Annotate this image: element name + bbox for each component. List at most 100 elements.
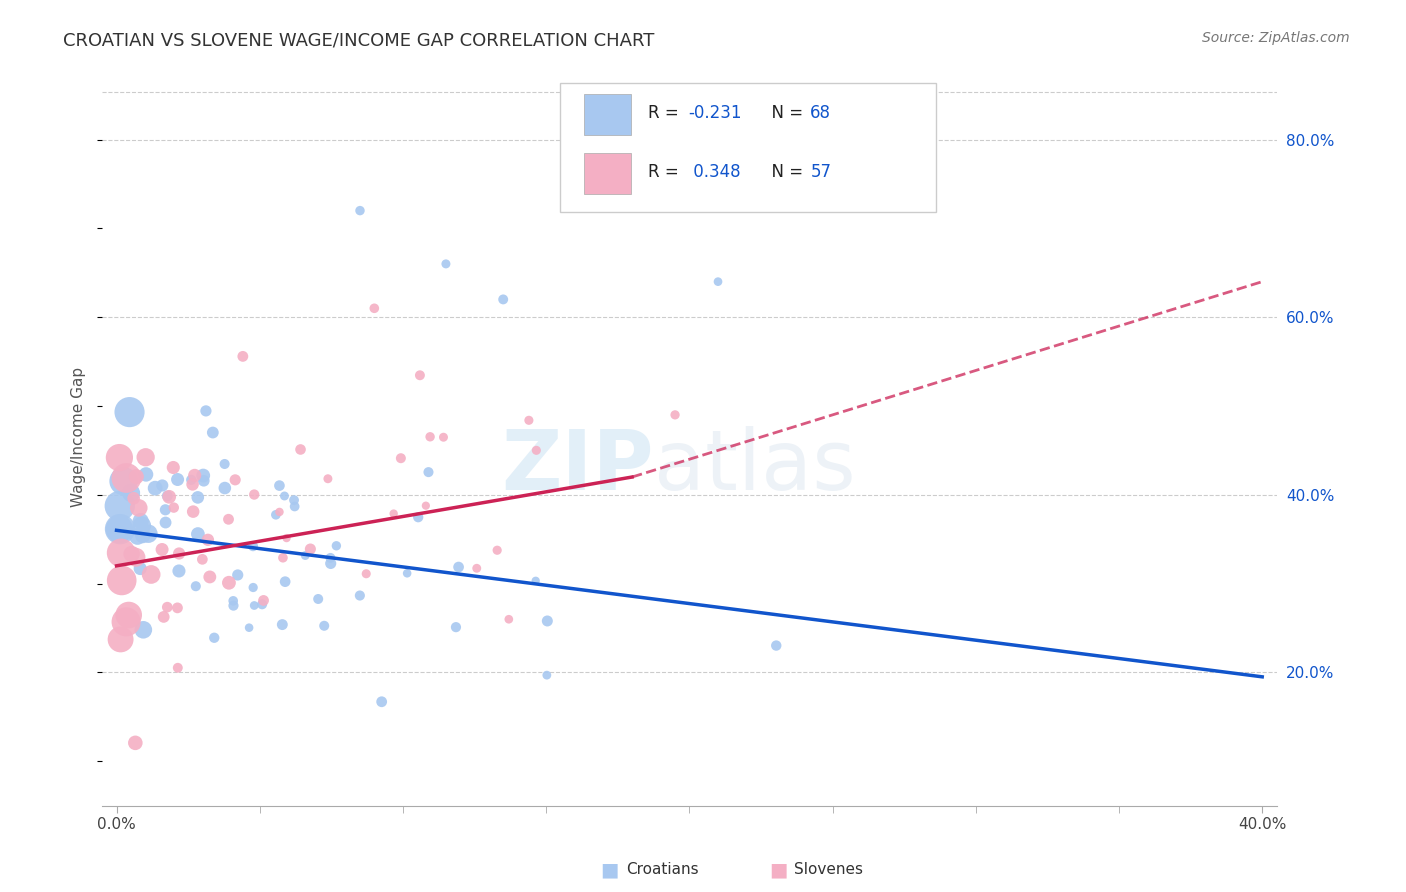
Point (222, 594, 245, 608)
Point (120, 486, 142, 500)
Point (108, 499, 131, 513)
Point (269, 478, 291, 492)
Point (354, 566, 377, 581)
Point (486, 543, 509, 558)
Text: ZIP: ZIP (502, 426, 654, 507)
Point (167, 547, 190, 561)
Point (150, 542, 173, 557)
Point (319, 550, 342, 565)
Point (214, 457, 236, 471)
Point (135, 467, 157, 482)
Point (406, 510, 429, 524)
Point (128, 500, 150, 515)
Point (156, 489, 179, 503)
Point (198, 570, 221, 584)
Point (124, 736, 146, 750)
Point (181, 477, 204, 491)
Point (143, 481, 166, 495)
Y-axis label: Wage/Income Gap: Wage/Income Gap (72, 367, 86, 508)
Point (524, 443, 547, 458)
Point (271, 550, 294, 565)
Point (434, 257, 457, 271)
Point (498, 612, 520, 626)
Point (129, 514, 152, 528)
Point (492, 293, 515, 307)
Point (536, 668, 558, 682)
Text: ■: ■ (769, 860, 787, 880)
Point (242, 581, 264, 595)
FancyBboxPatch shape (583, 153, 631, 194)
Point (166, 661, 188, 675)
Point (465, 561, 488, 575)
Point (264, 508, 287, 522)
Text: 57: 57 (810, 162, 831, 181)
Point (250, 597, 273, 611)
Point (299, 542, 322, 557)
Point (536, 614, 558, 628)
Point (415, 499, 437, 513)
Point (325, 539, 347, 553)
Point (111, 574, 134, 588)
Text: CROATIAN VS SLOVENE WAGE/INCOME GAP CORRELATION CHART: CROATIAN VS SLOVENE WAGE/INCOME GAP CORR… (63, 31, 655, 49)
Point (155, 516, 177, 530)
Point (283, 493, 305, 508)
Point (110, 546, 132, 560)
Text: N =: N = (761, 103, 808, 121)
Point (180, 473, 202, 487)
Point (316, 472, 339, 486)
Point (370, 695, 392, 709)
Point (187, 491, 209, 505)
Point (163, 500, 186, 515)
FancyBboxPatch shape (583, 95, 631, 135)
Point (110, 632, 132, 647)
Point (187, 527, 209, 541)
Point (127, 529, 149, 543)
Point (232, 350, 254, 364)
Point (517, 413, 540, 427)
Point (118, 607, 141, 622)
Point (156, 600, 179, 615)
Point (132, 623, 155, 637)
Point (290, 442, 312, 457)
Point (218, 575, 240, 590)
Point (166, 473, 188, 487)
Point (197, 533, 219, 547)
Text: 0.348: 0.348 (688, 162, 741, 181)
Point (155, 503, 177, 517)
Point (194, 404, 217, 418)
Text: atlas: atlas (654, 426, 856, 507)
Point (243, 487, 266, 501)
Point (242, 539, 264, 553)
Text: Croatians: Croatians (626, 863, 699, 877)
Point (243, 599, 266, 613)
Point (132, 528, 155, 542)
Point (118, 405, 141, 419)
Point (363, 301, 385, 316)
Point (218, 512, 240, 526)
Point (349, 203, 371, 218)
Point (121, 547, 143, 561)
Point (125, 550, 148, 565)
Point (193, 474, 215, 488)
Point (222, 599, 245, 613)
Point (115, 471, 138, 485)
Point (409, 368, 432, 383)
Point (135, 450, 157, 465)
Point (131, 518, 153, 533)
Text: 68: 68 (810, 103, 831, 121)
Point (202, 631, 225, 645)
Point (418, 465, 440, 479)
Text: R =: R = (648, 103, 685, 121)
Point (152, 610, 174, 624)
Text: N =: N = (761, 162, 808, 181)
Point (432, 430, 454, 444)
Point (201, 425, 224, 440)
Point (664, 408, 686, 422)
Point (138, 526, 160, 541)
Point (129, 561, 152, 575)
Point (238, 621, 260, 635)
Point (307, 592, 329, 607)
Point (226, 568, 249, 582)
Point (141, 567, 163, 582)
Point (389, 451, 412, 466)
